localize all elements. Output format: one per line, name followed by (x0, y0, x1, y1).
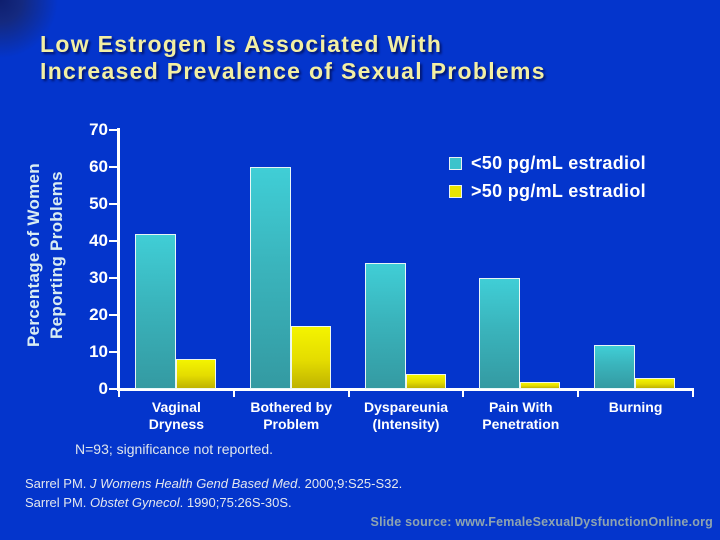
bar-series0-cat4 (594, 344, 636, 389)
bar-series1-cat2 (405, 374, 446, 389)
legend-label: >50 pg/mL estradiol (471, 180, 646, 201)
y-tick (109, 129, 117, 131)
references: Sarrel PM. J Womens Health Gend Based Me… (25, 475, 402, 512)
reference-author: Sarrel PM. (25, 494, 91, 510)
x-tick (577, 391, 580, 397)
slide-title-line2: Increased Prevalence of Sexual Problems (40, 58, 546, 84)
reference-line: Sarrel PM. J Womens Health Gend Based Me… (25, 475, 402, 494)
y-tick (109, 203, 117, 205)
y-tick-label: 40 (89, 231, 108, 250)
reference-line: Sarrel PM. Obstet Gynecol. 1990;75:26S-3… (25, 494, 402, 513)
slide-source: Slide source: www.FemaleSexualDysfunctio… (370, 515, 713, 529)
bar-series0-cat1 (249, 167, 291, 389)
y-tick-label: 10 (89, 342, 108, 361)
y-tick (109, 351, 117, 353)
bar-series1-cat3 (520, 381, 561, 389)
teal-swatch-icon (449, 156, 462, 170)
sample-size-note: N=93; significance not reported. (75, 441, 274, 457)
y-tick-label: 20 (89, 305, 108, 324)
yellow-swatch-icon (449, 184, 462, 198)
y-tick (109, 166, 117, 168)
x-axis (117, 388, 694, 391)
y-tick (109, 314, 117, 316)
y-tick-label: 30 (89, 268, 108, 287)
x-tick (118, 391, 120, 397)
category-label: Vaginal Dryness (148, 399, 205, 432)
y-tick-label: 50 (89, 194, 108, 213)
y-tick (109, 277, 117, 279)
reference-citation: . 1990;75:26S-30S. (179, 494, 292, 510)
legend-item-high-estradiol: >50 pg/mL estradiol (449, 177, 646, 205)
x-tick (692, 391, 694, 397)
y-tick-label: 60 (89, 157, 108, 176)
category-label: Bothered by Problem (250, 399, 333, 432)
y-tick-label: 70 (89, 120, 108, 139)
bar-series0-cat0 (135, 233, 176, 389)
reference-citation: . 2000;9:S25-S32. (297, 476, 403, 491)
x-tick (232, 391, 235, 397)
slide-title: Low Estrogen Is Associated With Increase… (40, 31, 680, 85)
bar-series1-cat0 (176, 359, 216, 389)
legend-item-low-estradiol: <50 pg/mL estradiol (449, 149, 646, 177)
reference-journal: Obstet Gynecol (90, 494, 180, 510)
slide-title-line1: Low Estrogen Is Associated With (40, 31, 443, 57)
chart-legend: <50 pg/mL estradiol >50 pg/mL estradiol (449, 149, 646, 205)
x-tick (462, 391, 465, 397)
y-tick (109, 388, 117, 390)
reference-author: Sarrel PM. (25, 476, 91, 491)
x-tick (347, 391, 350, 397)
y-tick (109, 240, 117, 242)
bar-series1-cat4 (635, 377, 676, 389)
reference-journal: J Womens Health Gend Based Med (90, 476, 298, 491)
bar-series1-cat1 (290, 326, 331, 389)
y-tick-label: 0 (98, 379, 108, 398)
category-label: Pain With Penetration (482, 399, 560, 432)
category-label: Dyspareunia (Intensity) (363, 399, 449, 432)
legend-label: <50 pg/mL estradiol (471, 152, 646, 173)
y-axis (117, 128, 120, 391)
category-label: Burning (608, 399, 663, 415)
bar-series0-cat2 (364, 263, 406, 389)
bar-series0-cat3 (479, 278, 521, 389)
